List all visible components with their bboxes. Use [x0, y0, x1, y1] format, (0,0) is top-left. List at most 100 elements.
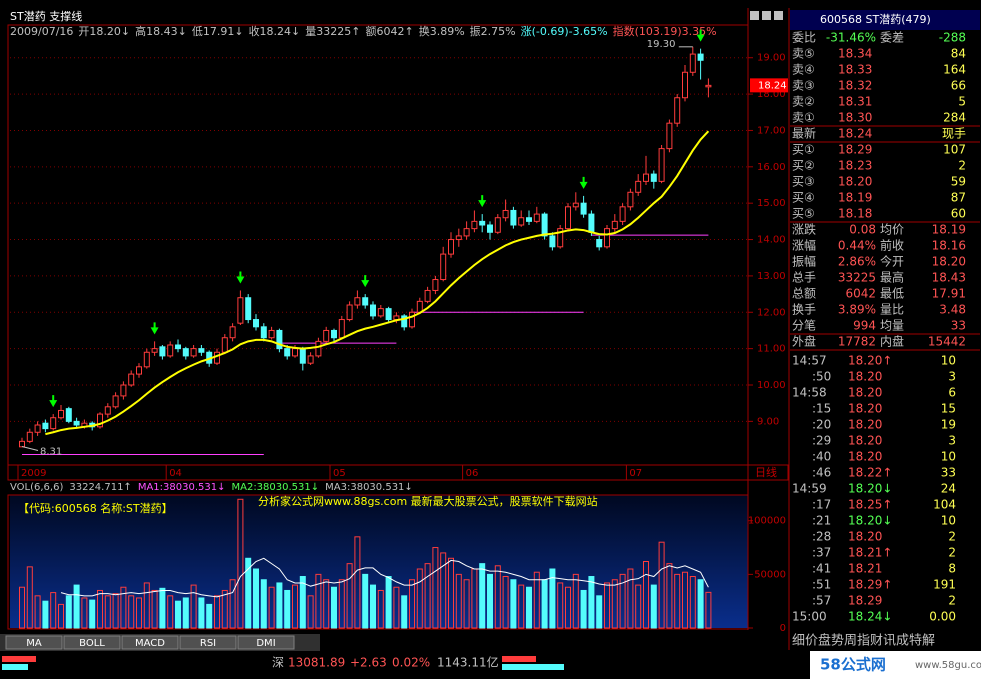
volume-bar — [440, 552, 447, 629]
candle-body — [377, 308, 384, 317]
candle-body — [229, 326, 236, 339]
quote-value: 18.43 — [932, 271, 966, 285]
candle-body — [354, 297, 361, 306]
candle-body — [479, 220, 486, 226]
candle-body — [50, 417, 57, 430]
quote-label: 前收 — [880, 238, 904, 253]
candle-body — [175, 344, 181, 350]
volume-bar — [143, 582, 150, 629]
indicator-tab-label[interactable]: MA — [26, 638, 42, 649]
volume-bar — [338, 579, 345, 629]
quote-label: 均量 — [880, 319, 904, 333]
tick-volume: 2 — [948, 546, 956, 560]
volume-bar — [182, 597, 189, 629]
quote-label: 买② — [792, 159, 815, 173]
indicator-tab[interactable] — [121, 635, 179, 650]
candle-body — [557, 228, 564, 248]
y-tick-label: 17.00 — [757, 125, 786, 136]
volume-bar — [104, 595, 111, 629]
volume-legend: 33224.711↑ — [69, 482, 131, 493]
volume-bar — [221, 589, 228, 629]
indicator-tab[interactable] — [63, 635, 121, 650]
quote-label: 均价 — [880, 223, 904, 237]
volume-bar — [689, 576, 696, 629]
tick-time: :57 — [812, 594, 831, 608]
candle-body — [245, 297, 252, 321]
quote-label: 涨幅 — [792, 238, 816, 253]
volume-legend: MA1:38030.531↓ — [138, 482, 226, 493]
quote-label: 今开 — [880, 254, 904, 269]
x-tick-label: 2009 — [21, 468, 46, 479]
indicator-tab-label[interactable]: DMI — [256, 638, 275, 649]
quote-price: 18.33 — [838, 63, 872, 77]
quote-price: 18.20 — [838, 175, 872, 189]
candle-body — [159, 346, 166, 357]
indicator-tab-label[interactable]: MACD — [135, 638, 165, 649]
tick-price: 18.20 — [848, 418, 882, 432]
volume-bar — [276, 582, 283, 629]
tick-price: 18.20 — [848, 434, 882, 448]
indicator-tab[interactable] — [5, 635, 63, 650]
volume-bar — [455, 573, 462, 629]
indicator-tab-label[interactable]: RSI — [200, 638, 216, 649]
quote-value: 3.89% — [838, 303, 876, 317]
candle-body — [471, 220, 478, 230]
indicator-tab-label[interactable]: BOLL — [79, 638, 105, 649]
quote-label: 总额 — [792, 287, 816, 301]
candle-body — [604, 228, 610, 248]
volume-bar — [362, 573, 369, 629]
quote-value: 33 — [951, 319, 966, 333]
tick-price: 18.24↓ — [848, 610, 892, 624]
quote-item: 开18.20↓ — [78, 25, 130, 38]
quote-label: 外盘 — [792, 334, 816, 349]
y-tick-label: 50000 — [754, 569, 786, 580]
volume-bar — [198, 597, 205, 629]
panel-tabs[interactable]: 细价盘势周指财讯成特解 — [792, 633, 935, 649]
volume-bar — [611, 579, 618, 629]
quote-label: 卖⑤ — [792, 47, 815, 61]
quote-price: 18.34 — [838, 47, 872, 61]
candle-body — [409, 311, 415, 328]
x-tick-label: 06 — [466, 468, 479, 479]
quote-price: 18.31 — [838, 95, 872, 109]
y-tick-label: 15.00 — [757, 198, 786, 209]
breadth-up — [502, 656, 536, 662]
quote-label: 内盘 — [880, 334, 904, 349]
tick-time: :15 — [812, 402, 831, 416]
indicator-tab[interactable] — [179, 635, 237, 650]
candle-body — [307, 355, 314, 364]
button[interactable] — [762, 11, 771, 20]
candle-body — [565, 206, 571, 230]
candle-body — [424, 289, 431, 302]
panel-header: 600568 ST潜药(479) — [820, 12, 931, 26]
candle-body — [338, 319, 345, 339]
candle-body — [463, 228, 470, 237]
candle-body — [658, 148, 665, 182]
tick-time: :21 — [812, 514, 831, 528]
quote-value: 18.19 — [932, 223, 966, 237]
quote-label: 最新 — [792, 126, 816, 141]
volume-bar — [229, 579, 236, 629]
volume-bar — [416, 568, 423, 629]
candle-body — [697, 53, 704, 61]
period-label: 日线 — [755, 465, 777, 479]
button[interactable] — [774, 11, 783, 20]
indicator-tab[interactable] — [237, 635, 295, 650]
candle-body — [151, 348, 158, 353]
x-tick-label: 05 — [333, 468, 346, 479]
signal-arrow — [236, 271, 245, 284]
signal-arrow — [49, 395, 58, 408]
breadth-bars — [2, 656, 564, 670]
quote-label: 买③ — [792, 175, 815, 189]
quote-volume: 59 — [951, 175, 966, 189]
quote-value: 0.44% — [838, 239, 876, 253]
volume-bar — [541, 579, 548, 629]
candle-body — [416, 300, 423, 313]
candle-body — [370, 304, 376, 317]
quote-value: 994 — [853, 319, 876, 333]
tick-price: 18.29↑ — [848, 578, 892, 592]
button[interactable] — [750, 11, 759, 20]
quote-value: -31.46% — [826, 31, 876, 45]
candle-body — [284, 348, 291, 357]
volume-bar — [682, 571, 688, 629]
